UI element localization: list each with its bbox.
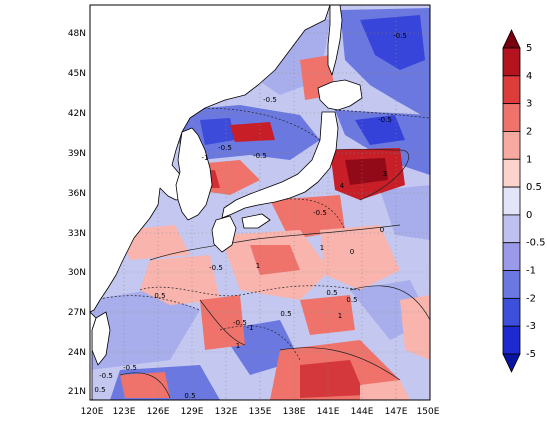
honshu bbox=[221, 111, 339, 219]
colorbar-segment bbox=[502, 325, 521, 355]
colorbar-tick-label: 0.5 bbox=[526, 182, 542, 193]
colorbar-tick-label: 2 bbox=[526, 126, 532, 137]
contour-label: 4 bbox=[340, 182, 345, 190]
contour-label: -0.5 bbox=[233, 319, 247, 327]
colorbar-segment bbox=[502, 186, 521, 216]
lon-tick: 144E bbox=[351, 407, 374, 417]
colorbar-segment bbox=[502, 242, 521, 271]
contour-label: 3 bbox=[383, 170, 387, 178]
contour-label: -0.5 bbox=[123, 364, 137, 372]
land-masses bbox=[90, 5, 363, 400]
lat-tick: 30N bbox=[68, 268, 86, 278]
kyushu bbox=[211, 215, 237, 253]
colorbar-segment bbox=[502, 158, 521, 188]
korean-peninsula bbox=[175, 127, 213, 221]
colorbar-segment bbox=[502, 270, 521, 299]
lon-tick: 141E bbox=[317, 407, 340, 417]
lon-tick: 138E bbox=[283, 407, 306, 417]
contour-label: -0.5 bbox=[263, 96, 277, 104]
map-panel bbox=[90, 5, 430, 400]
colorbar-tick-label: -1 bbox=[526, 266, 536, 277]
contour-label: 0.5 bbox=[94, 386, 105, 394]
contour-label: -0.5 bbox=[313, 209, 327, 217]
lon-tick: 150E bbox=[417, 407, 440, 417]
map-frame bbox=[89, 4, 431, 401]
lon-tick: 126E bbox=[147, 407, 170, 417]
colorbar-segment bbox=[502, 297, 521, 327]
lat-tick: 33N bbox=[68, 229, 86, 239]
contour-label: 1 bbox=[338, 312, 342, 320]
colorbar-max-arrow bbox=[502, 29, 521, 49]
contour-label: 0.5 bbox=[184, 392, 195, 400]
latitude-axis: 48N 45N 42N 39N 36N 33N 30N 27N 24N 21N bbox=[68, 29, 86, 397]
longitude-axis: 120E 123E 126E 129E 132E 135E 138E 141E … bbox=[81, 407, 440, 417]
colorbar-tick-label: 0 bbox=[526, 210, 532, 221]
contour-label: -0.5 bbox=[378, 116, 392, 124]
contour-label: 0.5 bbox=[326, 289, 337, 297]
contour-lines bbox=[94, 107, 430, 399]
colorbar-tick-label: 3 bbox=[526, 99, 532, 110]
contour-label: -0.5 bbox=[393, 32, 407, 40]
contour-value-labels: -0.5 -0.5 -0.5 -0.5 -1 -0.5 -0.5 0 0.5 1… bbox=[94, 32, 406, 400]
colorbar-tick-label: 4 bbox=[526, 71, 532, 82]
lon-tick: 147E bbox=[385, 407, 408, 417]
lat-tick: 45N bbox=[68, 69, 86, 79]
lat-tick: 24N bbox=[68, 348, 86, 358]
contour-label: -1 bbox=[247, 324, 254, 332]
contour-label: -0.5 bbox=[218, 144, 232, 152]
contour-label: 0 bbox=[380, 226, 384, 234]
lon-tick: 120E bbox=[81, 407, 104, 417]
colorbar-segment bbox=[502, 214, 521, 244]
lat-tick: 39N bbox=[68, 149, 86, 159]
contour-label: -0.5 bbox=[209, 264, 223, 272]
colorbar-min-arrow bbox=[502, 353, 521, 373]
sakhalin bbox=[327, 5, 343, 76]
lat-tick: 48N bbox=[68, 29, 86, 39]
shikoku bbox=[241, 213, 271, 229]
china-south-coast bbox=[90, 311, 97, 400]
lon-tick: 123E bbox=[113, 407, 136, 417]
lon-tick: 132E bbox=[215, 407, 238, 417]
lat-tick: 42N bbox=[68, 109, 86, 119]
lat-tick: 27N bbox=[68, 308, 86, 318]
colorbar-tick-label: -5 bbox=[526, 349, 536, 360]
colorbar-tick-label: -0.5 bbox=[526, 238, 546, 249]
contour-label: 0.5 bbox=[280, 310, 291, 318]
contour-label: 0.5 bbox=[154, 292, 165, 300]
contour-label: -0.5 bbox=[253, 152, 267, 160]
lat-tick: 21N bbox=[68, 387, 86, 397]
contour-label: 0.5 bbox=[346, 296, 357, 304]
colorbar-segment bbox=[502, 75, 521, 105]
contour-label: 1 bbox=[256, 262, 260, 270]
colorbar-segment bbox=[502, 103, 521, 132]
contour-label: 1 bbox=[320, 244, 324, 252]
colorbar-tick-label: -2 bbox=[526, 293, 536, 304]
hokkaido bbox=[317, 79, 363, 111]
contour-label: -0.5 bbox=[99, 372, 113, 380]
contour-label: -1 bbox=[202, 154, 209, 162]
colorbar-segment bbox=[502, 47, 521, 77]
colorbar-tick-label: -3 bbox=[526, 321, 536, 332]
lat-tick: 36N bbox=[68, 189, 86, 199]
contour-label: 0 bbox=[350, 248, 354, 256]
lon-tick: 129E bbox=[181, 407, 204, 417]
contour-label: 1 bbox=[236, 342, 240, 350]
lon-tick: 135E bbox=[249, 407, 272, 417]
colorbar-segment bbox=[502, 131, 521, 160]
colorbar: 5 4 3 2 1 0.5 0 -0.5 -1 -2 -3 -5 bbox=[502, 29, 546, 373]
colorbar-tick-label: 1 bbox=[526, 154, 532, 165]
colorbar-tick-label: 5 bbox=[526, 43, 532, 54]
